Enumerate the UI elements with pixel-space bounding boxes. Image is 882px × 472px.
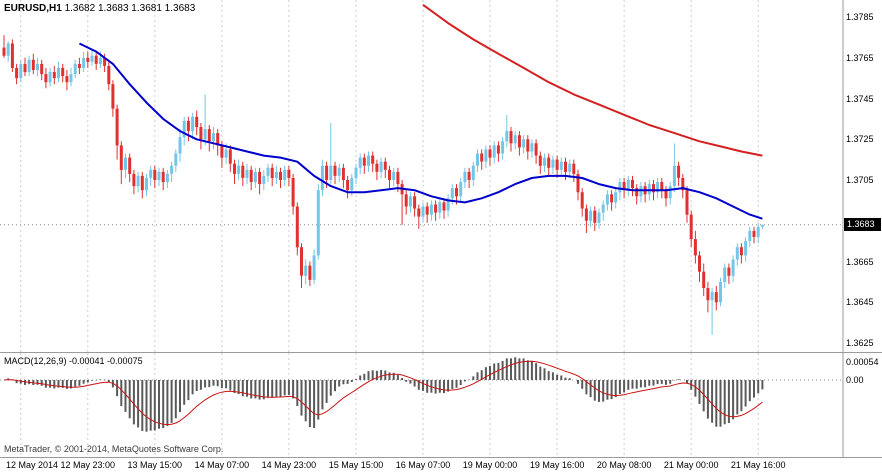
time-tick-label: 12 May 23:00 <box>60 460 116 470</box>
time-tick-label: 16 May 07:00 <box>395 460 451 470</box>
time-tick-label: 19 May 00:00 <box>462 460 518 470</box>
price-tick-label: 1.3625 <box>846 338 874 348</box>
price-tick-label: 1.3725 <box>846 134 874 145</box>
price-tick-label: 1.3645 <box>846 297 874 308</box>
symbol-ohlc-overlay: EURUSD,H1 1.3682 1.3683 1.3681 1.3683 <box>4 3 195 14</box>
macd-tick-label: 0.00054 <box>846 357 879 367</box>
price-tick-label: 1.3705 <box>846 175 874 185</box>
price-tick-label: 1.3785 <box>846 12 874 22</box>
macd-tick-label: 0.00 <box>846 375 864 385</box>
time-tick-label: 12 May 2014 <box>6 460 59 470</box>
price-tick-label: 1.3745 <box>846 93 874 104</box>
time-tick-label: 13 May 15:00 <box>127 460 183 470</box>
pane-divider[interactable] <box>0 352 882 353</box>
time-tick-label: 14 May 07:00 <box>194 460 250 470</box>
macd-indicator-pane[interactable] <box>0 353 882 457</box>
symbol-label: EURUSD,H1 <box>4 3 62 14</box>
price-tick-label: 1.3665 <box>846 256 874 267</box>
time-tick-label: 14 May 23:00 <box>261 460 317 470</box>
copyright-watermark: MetaTrader, © 2001-2014, MetaQuotes Soft… <box>4 444 224 454</box>
time-tick-label: 21 May 16:00 <box>730 460 786 470</box>
time-tick-label: 15 May 15:00 <box>328 460 384 470</box>
price-chart-pane[interactable] <box>0 0 882 353</box>
time-tick-label: 19 May 16:00 <box>529 460 585 470</box>
price-tick-label: 1.3765 <box>846 52 874 63</box>
time-tick-label: 20 May 08:00 <box>596 460 652 470</box>
time-scale[interactable]: 12 May 2014 12 May 23:00 13 May 15:00 14 Ma… <box>0 457 882 472</box>
time-tick-label: 21 May 00:00 <box>663 460 719 470</box>
price-scale[interactable]: 1.3683 1.3785 1.3765 1.3745 1.3725 1.3705 1.3… <box>843 0 882 457</box>
macd-indicator-label: MACD(12,26,9) -0.00041 -0.00075 <box>4 356 143 366</box>
current-price-badge: 1.3683 <box>844 218 881 232</box>
ohlc-quotes: 1.3682 1.3683 1.3681 1.3683 <box>64 3 196 14</box>
macd-scale[interactable]: 0.00054 0.00 <box>843 353 882 457</box>
